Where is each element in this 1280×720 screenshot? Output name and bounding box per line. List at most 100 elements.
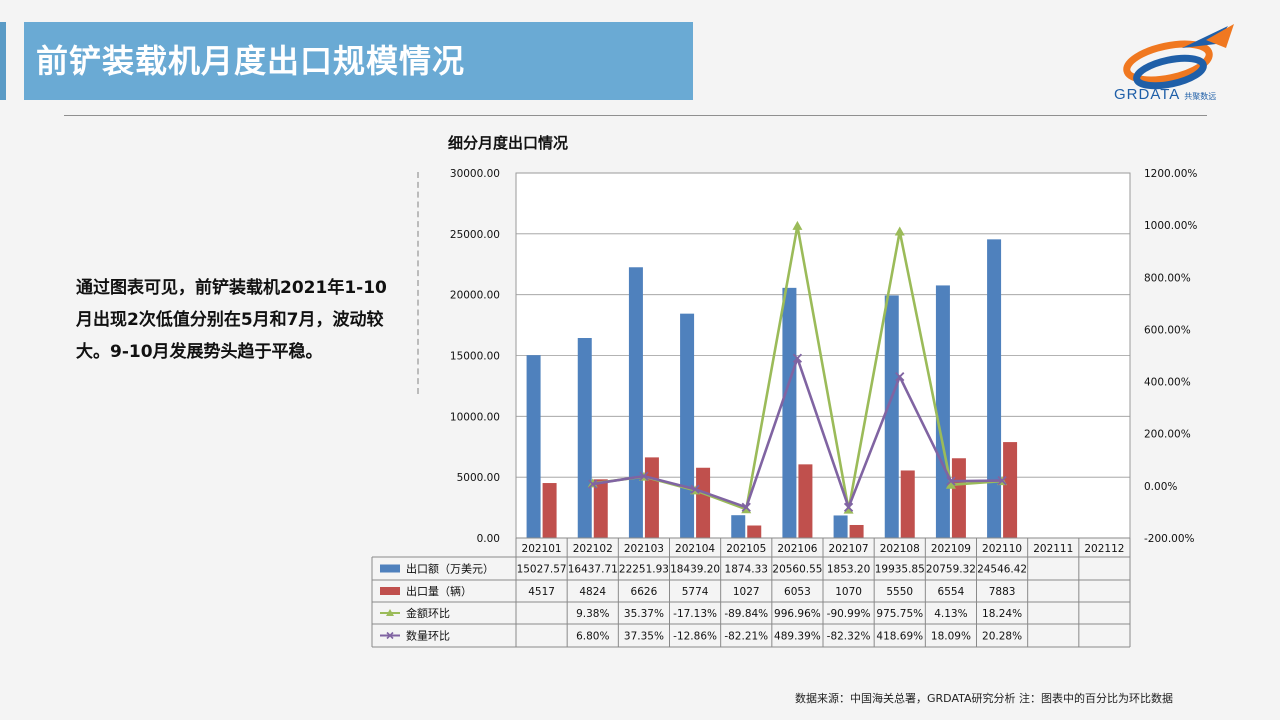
data-label: -82.21%	[724, 631, 768, 643]
y-right-tick-label: 1200.00%	[1144, 168, 1197, 180]
y-left-tick-label: 5000.00	[457, 472, 500, 484]
y-left-tick-label: 30000.00	[450, 168, 500, 180]
data-label: -82.32%	[827, 631, 871, 643]
data-label: -12.86%	[673, 631, 717, 643]
data-label: 18.24%	[982, 608, 1022, 620]
bar	[798, 464, 813, 538]
legend-key-bar	[380, 564, 400, 573]
logo-wordmark: GRDATA 共聚数远	[1114, 86, 1216, 103]
data-label: 24546.42	[977, 564, 1027, 576]
x-tick-label: 202110	[982, 543, 1022, 555]
x-marker	[997, 475, 1007, 486]
legend-key-bar	[380, 587, 400, 595]
data-label: 16437.71	[568, 564, 618, 576]
legend-key-marker	[386, 631, 394, 640]
bar	[849, 524, 864, 538]
y-right-tick-label: 600.00%	[1144, 324, 1191, 336]
grdata-logo-icon	[1123, 24, 1234, 90]
x-tick-label: 202107	[829, 543, 869, 555]
bar	[782, 287, 797, 538]
data-label: 6554	[938, 586, 965, 598]
data-label: 4824	[579, 586, 606, 598]
summary-text: 通过图表可见，前铲装载机2021年1-10月出现2次低值分别在5月和7月，波动较…	[76, 278, 387, 362]
y-right-tick-label: 1000.00%	[1144, 220, 1197, 232]
x-tick-label: 202111	[1033, 543, 1073, 555]
bar	[696, 467, 711, 538]
chart-title: 细分月度出口情况	[448, 134, 569, 152]
header-divider	[64, 115, 1207, 116]
data-label: 18.09%	[931, 631, 971, 643]
y-left-tick-label: 15000.00	[450, 351, 500, 363]
bar	[935, 285, 950, 538]
data-label: 19935.85	[875, 564, 925, 576]
data-label: 1874.33	[725, 564, 768, 576]
triangle-marker	[894, 226, 905, 236]
data-label: 6.80%	[576, 631, 609, 643]
x-tick-label: 202104	[675, 543, 715, 555]
dashed-divider	[417, 172, 419, 394]
y-right-tick-label: 800.00%	[1144, 272, 1191, 284]
bar	[644, 457, 659, 538]
data-label: 1070	[835, 586, 862, 598]
logo-text: GRDATA	[1114, 86, 1181, 103]
data-label: 22251.93	[619, 564, 669, 576]
data-label: 489.39%	[774, 631, 821, 643]
y-left-tick-label: 10000.00	[450, 411, 500, 423]
data-label: 9.38%	[576, 608, 609, 620]
data-label: 20.28%	[982, 631, 1022, 643]
data-label: 20759.32	[926, 564, 976, 576]
x-marker	[946, 476, 956, 486]
bar	[628, 267, 643, 538]
bar	[747, 525, 762, 538]
data-label: -17.13%	[673, 608, 717, 620]
data-label: 15027.57	[517, 564, 567, 576]
x-tick-label: 202102	[573, 543, 613, 555]
data-label: 418.69%	[876, 631, 923, 643]
data-label: -89.84%	[724, 608, 768, 620]
triangle-marker	[945, 479, 956, 489]
bar	[884, 295, 899, 538]
data-label: 35.37%	[624, 608, 664, 620]
triangle-marker	[792, 220, 803, 230]
x-tick-label: 202108	[880, 543, 920, 555]
legend-label: 数量环比	[406, 630, 450, 643]
logo-subtext: 共聚数远	[1184, 92, 1217, 101]
bar	[731, 515, 746, 538]
bar	[542, 483, 557, 538]
data-label: 5550	[886, 586, 913, 598]
data-label: 975.75%	[876, 608, 923, 620]
y-right-tick-label: 0.00%	[1144, 481, 1177, 493]
triangle-marker	[843, 504, 854, 514]
x-tick-label: 202101	[522, 543, 562, 555]
data-label: 18439.20	[670, 564, 720, 576]
bar	[833, 515, 848, 538]
data-label: 1853.20	[827, 564, 870, 576]
x-marker	[792, 353, 803, 363]
source-footnote: 数据来源：中国海关总署，GRDATA研究分析 注：图表中的百分比为环比数据	[795, 692, 1173, 705]
data-label: 37.35%	[624, 631, 664, 643]
x-tick-label: 202106	[777, 543, 817, 555]
data-label: -90.99%	[827, 608, 871, 620]
data-label: 1027	[733, 586, 760, 598]
x-marker	[741, 502, 751, 512]
bar	[1003, 442, 1018, 538]
data-label: 6053	[784, 586, 811, 598]
bar	[951, 458, 966, 538]
x-marker	[843, 502, 854, 512]
x-tick-label: 202112	[1084, 543, 1124, 555]
x-marker	[895, 372, 905, 382]
y-left-tick-label: 25000.00	[450, 229, 500, 241]
title-accent-bar	[0, 22, 6, 100]
x-tick-label: 202109	[931, 543, 971, 555]
x-tick-label: 202103	[624, 543, 664, 555]
legend-key-marker	[386, 609, 394, 616]
bar	[900, 470, 915, 538]
data-label: 4517	[528, 586, 555, 598]
title-banner: 前铲装载机月度出口规模情况	[24, 22, 693, 100]
y-right-tick-label: 400.00%	[1144, 377, 1191, 389]
data-label: 996.96%	[774, 608, 821, 620]
data-label: 20560.55	[772, 564, 822, 576]
data-label: 4.13%	[934, 608, 967, 620]
bar	[680, 313, 695, 538]
